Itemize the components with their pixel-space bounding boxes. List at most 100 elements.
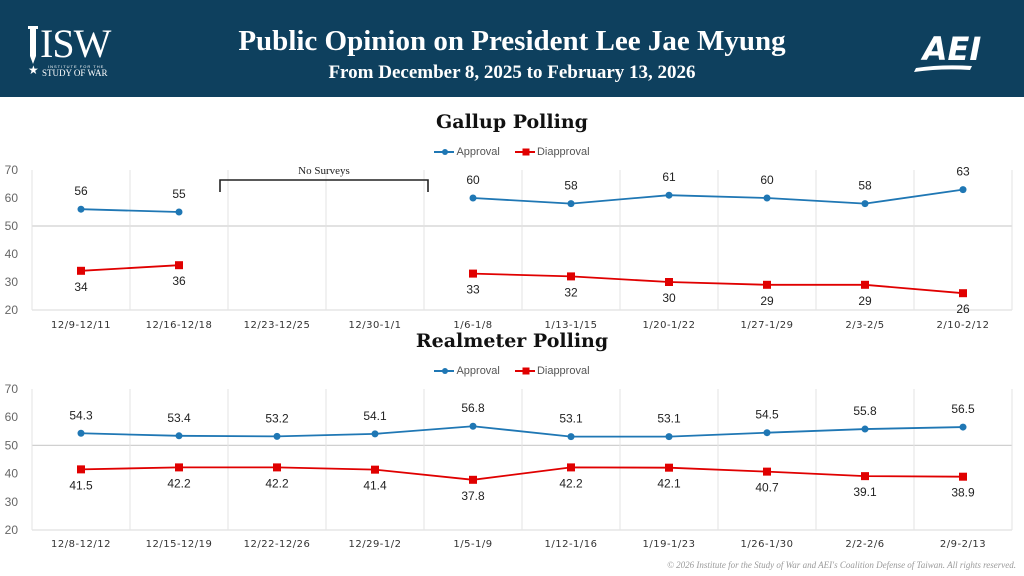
x-category-label: 2/10-2/12	[936, 320, 989, 331]
disapproval-point[interactable]	[763, 280, 771, 289]
disapproval-data-label: 42.2	[559, 476, 583, 490]
header-banner: ISW ★ INSTITUTE FOR THE STUDY OF WAR Pub…	[0, 0, 1024, 97]
disapproval-point[interactable]	[77, 266, 85, 275]
approval-data-label: 60	[760, 173, 774, 187]
disapproval-series-line	[80, 466, 964, 481]
disapproval-point[interactable]	[175, 261, 183, 270]
y-tick-label: 50	[5, 438, 19, 452]
x-category-label: 2/3-2/5	[845, 320, 884, 331]
y-tick-label: 40	[5, 247, 19, 261]
approval-point[interactable]	[175, 208, 183, 216]
approval-point[interactable]	[77, 205, 85, 213]
disapproval-point[interactable]	[469, 269, 477, 278]
approval-point[interactable]	[861, 425, 869, 433]
approval-data-label: 63	[956, 165, 970, 179]
approval-point[interactable]	[959, 423, 967, 431]
approval-point[interactable]	[763, 194, 771, 202]
x-category-label: 2/2-2/6	[845, 539, 884, 550]
disapproval-point[interactable]	[175, 463, 183, 472]
y-tick-label: 30	[5, 275, 19, 289]
disapproval-point[interactable]	[665, 463, 673, 472]
approval-series-line	[80, 425, 964, 438]
y-tick-label: 20	[5, 303, 19, 317]
disapproval-point[interactable]	[469, 475, 477, 484]
disapproval-point[interactable]	[665, 278, 673, 286]
disapproval-point[interactable]	[371, 465, 379, 474]
approval-point[interactable]	[175, 432, 183, 440]
legend-item-disapproval[interactable]: Diapproval	[514, 365, 590, 377]
disapproval-data-label: 42.2	[265, 476, 289, 490]
approval-data-label: 55	[172, 187, 186, 201]
x-category-label: 12/30-1/1	[348, 320, 401, 331]
legend-disapproval-marker-icon	[514, 367, 535, 375]
aei-logo: AEI	[914, 30, 981, 72]
disapproval-point[interactable]	[959, 289, 967, 298]
sword-icon	[28, 26, 38, 64]
disapproval-data-label: 41.4	[363, 479, 387, 493]
no-surveys-bracket	[219, 179, 429, 192]
disapproval-point[interactable]	[861, 280, 869, 289]
disapproval-point[interactable]	[273, 463, 281, 472]
approval-data-label: 58	[564, 179, 578, 193]
x-category-label: 12/15-12/19	[146, 539, 213, 550]
approval-point[interactable]	[567, 200, 575, 208]
legend-item-disapproval[interactable]: Diapproval	[514, 146, 590, 158]
approval-point[interactable]	[371, 430, 379, 438]
gallup-chart-title: Gallup Polling	[436, 111, 588, 133]
approval-point[interactable]	[665, 191, 673, 199]
isw-logo-line2: STUDY OF WAR	[42, 68, 108, 78]
aei-swoosh-icon	[914, 65, 972, 72]
y-tick-label: 50	[5, 219, 19, 233]
disapproval-data-label: 39.1	[853, 485, 877, 499]
x-category-label: 1/13-1/15	[544, 320, 597, 331]
x-category-label: 12/22-12/26	[244, 539, 311, 550]
disapproval-data-label: 30	[662, 291, 676, 305]
disapproval-data-label: 29	[760, 294, 774, 308]
approval-data-label: 56	[74, 184, 88, 198]
x-category-label: 1/6-1/8	[453, 320, 492, 331]
disapproval-point[interactable]	[861, 472, 869, 481]
approval-point[interactable]	[763, 429, 771, 437]
y-tick-label: 20	[5, 523, 19, 537]
disapproval-point[interactable]	[567, 272, 575, 281]
approval-point[interactable]	[469, 194, 477, 202]
isw-logo-line1: INSTITUTE FOR THE	[48, 64, 105, 69]
approval-point[interactable]	[273, 432, 281, 440]
approval-data-label: 56.8	[461, 401, 485, 415]
isw-logo: ISW ★ INSTITUTE FOR THE STUDY OF WAR	[26, 24, 126, 78]
disapproval-point[interactable]	[77, 465, 85, 474]
disapproval-data-label: 40.7	[755, 481, 779, 495]
x-category-label: 1/19-1/23	[642, 539, 695, 550]
approval-data-label: 58	[858, 179, 872, 193]
disapproval-data-label: 29	[858, 294, 872, 308]
disapproval-point[interactable]	[959, 472, 967, 481]
approval-point[interactable]	[665, 433, 673, 441]
approval-point[interactable]	[861, 200, 869, 208]
realmeter-legend: Approval Diapproval	[0, 365, 1024, 379]
approval-point[interactable]	[469, 422, 477, 430]
approval-series-line	[472, 188, 964, 205]
approval-series-line	[80, 208, 180, 213]
disapproval-point[interactable]	[567, 463, 575, 472]
approval-point[interactable]	[567, 433, 575, 441]
x-category-label: 2/9-2/13	[940, 539, 986, 550]
x-category-label: 12/16-12/18	[146, 320, 213, 331]
approval-data-label: 53.1	[559, 412, 583, 426]
legend-item-approval[interactable]: Approval	[434, 146, 500, 158]
approval-point[interactable]	[959, 186, 967, 194]
disapproval-data-label: 36	[172, 274, 186, 288]
gallup-legend: Approval Diapproval	[0, 146, 1024, 160]
copyright-footer: © 2026 Institute for the Study of War an…	[667, 560, 1016, 570]
page-title: Public Opinion on President Lee Jae Myun…	[238, 25, 786, 57]
approval-data-label: 61	[662, 170, 676, 184]
disapproval-point[interactable]	[763, 467, 771, 476]
y-tick-label: 40	[5, 467, 19, 481]
legend-disapproval-marker-icon	[514, 148, 535, 156]
disapproval-data-label: 37.8	[461, 489, 485, 503]
approval-point[interactable]	[77, 429, 85, 437]
approval-data-label: 53.1	[657, 412, 681, 426]
approval-data-label: 60	[466, 173, 480, 187]
legend-item-approval[interactable]: Approval	[434, 365, 500, 377]
